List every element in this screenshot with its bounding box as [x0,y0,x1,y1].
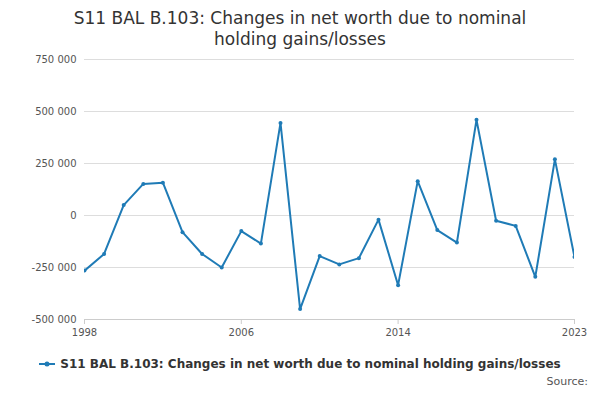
svg-text:-250 000: -250 000 [32,262,77,273]
svg-text:250 000: 250 000 [35,158,76,169]
html-text:S11 BAL B.103: Changes in net: S11 BAL B.103: Changes in net worth due … [73,8,527,49]
svg-text:-500 000: -500 000 [32,314,77,325]
svg-text:500 000: 500 000 [35,106,76,117]
svg-text:0: 0 [70,210,76,221]
html-text:S11 BAL B.103: Changes in net: S11 BAL B.103: Changes in net worth due … [60,357,561,371]
svg-text:2006: 2006 [229,327,254,338]
svg-text:1998: 1998 [72,327,97,338]
svg-text:750 000: 750 000 [35,54,76,65]
svg-text:2023: 2023 [562,327,587,338]
html-text:Source:: Source: [546,375,588,388]
svg-text:2014: 2014 [385,327,410,338]
